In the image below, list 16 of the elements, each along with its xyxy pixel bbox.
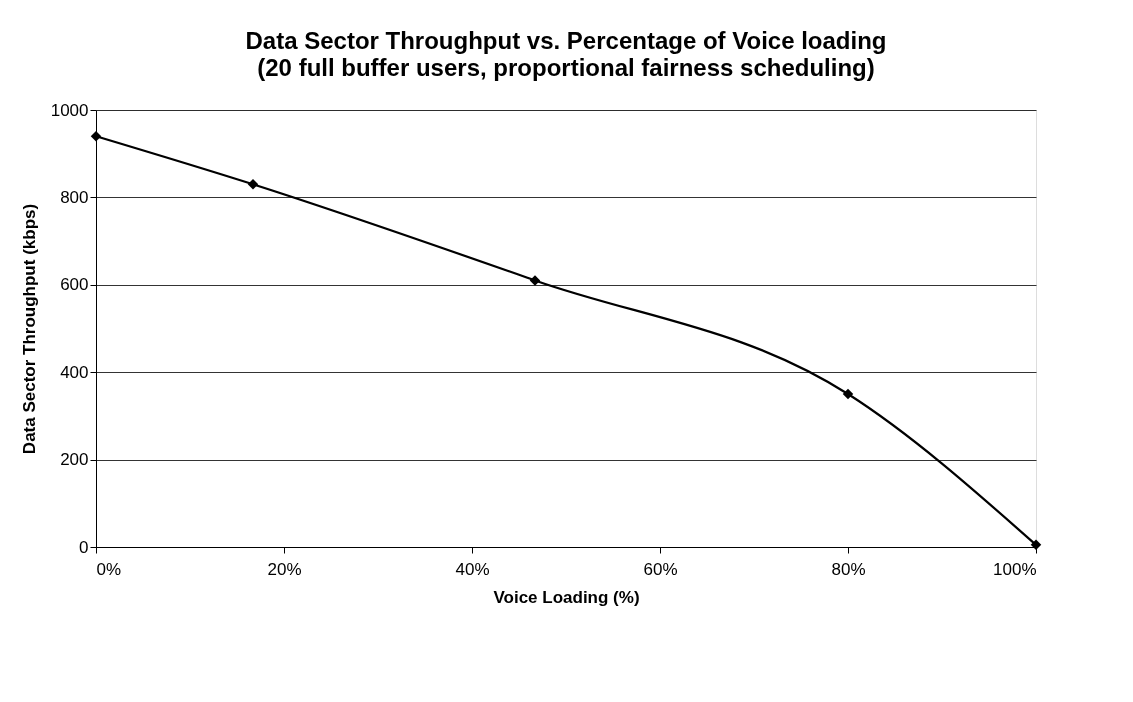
x-tick-label: 0% — [96, 559, 122, 579]
y-tick-label: 1000 — [50, 100, 89, 120]
x-tick-label: 40% — [455, 559, 490, 579]
x-tick-label: 80% — [831, 559, 866, 579]
y-tick-label: 0 — [79, 537, 89, 557]
x-tick-label: 20% — [267, 559, 302, 579]
x-axis-title: Voice Loading (%) — [493, 587, 640, 607]
y-tick-label: 200 — [60, 450, 89, 470]
x-tick-label: 60% — [643, 559, 678, 579]
x-tick-label: 100% — [993, 559, 1037, 579]
y-tick-label: 800 — [60, 187, 89, 207]
chart-title: Data Sector Throughput vs. Percentage of Voice loading — [245, 27, 887, 54]
y-tick-label: 400 — [60, 362, 89, 382]
y-axis-title: Data Sector Throughput (kbps) — [19, 203, 39, 455]
chart-subtitle: (20 full buffer users, proportional fairness scheduling) — [257, 54, 875, 81]
y-tick-label: 600 — [60, 275, 89, 295]
